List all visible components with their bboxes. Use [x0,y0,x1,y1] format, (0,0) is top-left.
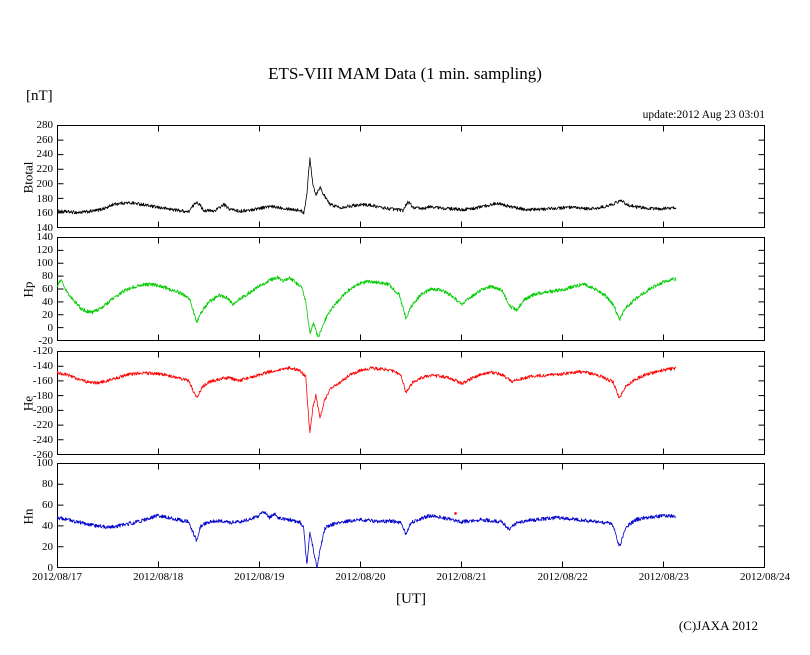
y-tick-label: 0 [47,322,54,334]
y-tick-label: 280 [36,119,54,131]
y-axis-title-btotal: Btotal [20,161,36,193]
series-line-hp [57,275,677,338]
panel-hn [57,463,765,568]
y-tick-label: 20 [42,309,53,321]
y-tick-label: 160 [36,207,54,220]
series-line-btotal [57,157,677,215]
x-tick-label: 2012/08/24 [739,571,791,583]
y-tick-label: 100 [36,257,54,269]
x-tick-label: 2012/08/23 [638,571,689,583]
x-tick-label: 2012/08/19 [234,571,285,583]
x-tick-label: 2012/08/17 [31,571,83,583]
y-tick-label: -120 [32,345,53,357]
y-tick-label: 80 [42,478,53,490]
y-tick-label: 40 [42,296,53,308]
chart-title: ETS-VIII MAM Data (1 min. sampling) [268,64,542,83]
y-tick-label: 260 [36,133,54,146]
panel-btotal [57,125,765,228]
y-tick-label: 240 [36,148,54,161]
y-tick-label: 60 [42,499,53,511]
y-tick-label: -200 [32,404,53,417]
x-tick-label: 2012/08/20 [335,571,386,583]
x-tick-label: 2012/08/18 [133,571,184,583]
update-timestamp: update:2012 Aug 23 03:01 [642,109,765,121]
y-tick-label: -140 [32,359,53,372]
panel-hp [57,237,765,341]
y-tick-label: 80 [42,270,53,282]
y-tick-label: 40 [42,520,53,532]
y-tick-label: -260 [32,449,53,461]
y-tick-label: 220 [36,163,54,176]
y-tick-label: 140 [36,222,54,234]
y-tick-label: 200 [36,177,54,190]
x-tick-label: 2012/08/22 [537,571,588,583]
panel-he [57,351,765,455]
y-tick-label: -160 [32,374,53,387]
y-tick-label: 180 [36,192,54,205]
y-tick-label: 60 [42,283,53,295]
y-axis-title-hp: Hp [20,281,36,298]
y-tick-label: -220 [32,419,53,432]
y-tick-label: 120 [36,244,54,256]
y-unit-label: [nT] [26,88,53,104]
y-tick-label: -20 [38,335,53,347]
x-axis-label: [UT] [396,591,426,607]
y-tick-label: 140 [36,231,54,243]
copyright: (C)JAXA 2012 [678,618,758,633]
series-line-he [57,366,677,434]
y-axis-title-hn: Hn [20,508,36,524]
x-tick-label: 2012/08/21 [436,571,487,583]
y-tick-label: 100 [36,457,54,469]
y-tick-label: 0 [47,562,54,574]
y-tick-label: -180 [32,389,53,402]
y-tick-label: 20 [42,541,53,553]
series-line-hn [57,510,677,568]
y-axis-title-he: He [20,395,36,412]
y-tick-label: -240 [32,434,53,447]
